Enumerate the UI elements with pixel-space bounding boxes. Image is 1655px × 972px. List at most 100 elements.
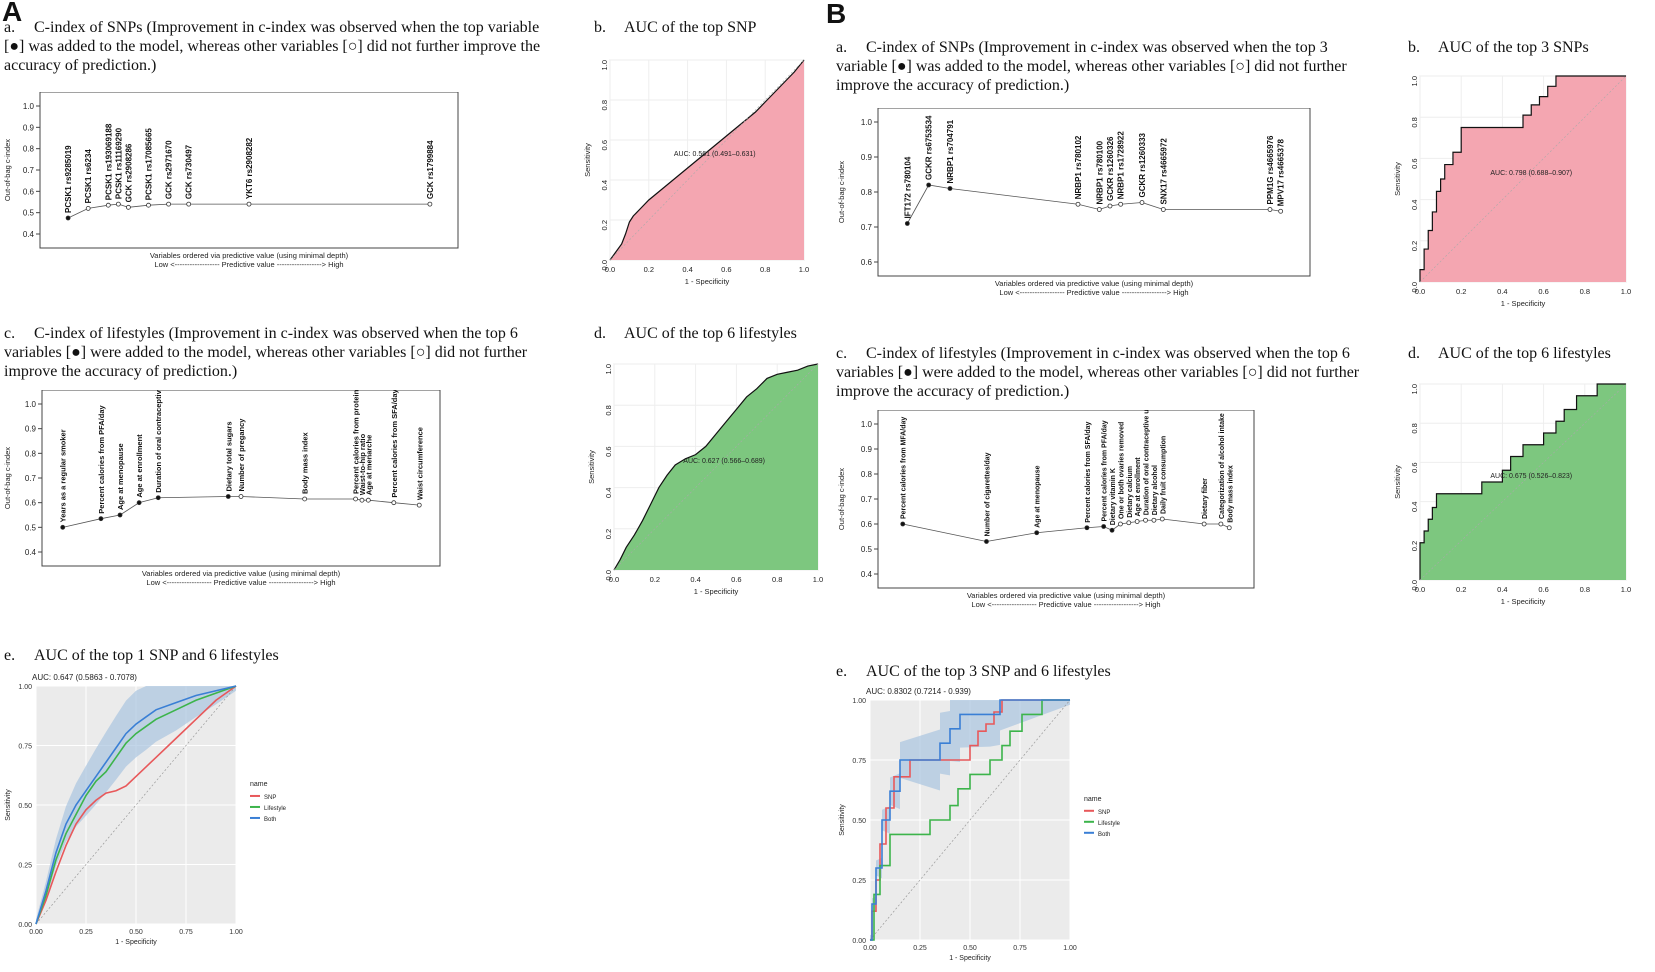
y-tick-label: 0.75 [18,744,32,751]
variable-label: Body mass index [301,431,310,494]
caption-text: AUC of the top 6 lifestyles [1438,345,1611,362]
caption-label: a. [836,39,848,56]
y-tick-label: 0.2 [1410,241,1419,251]
cindex-point [1126,520,1132,526]
x-tick-label: 0.6 [721,265,731,274]
variable-label: Body mass index [1227,465,1234,523]
x-tick-label: 0.6 [1538,287,1548,296]
x-axis-label: 1 - Specificity [115,939,157,946]
cindex-point [1134,519,1140,524]
y-tick-label: 0.25 [18,863,32,870]
cindex-point [1143,517,1148,523]
cindex-point [186,201,192,207]
cindex-point [1109,527,1115,533]
y-axis-label: Out-of-bag c-index [837,161,846,223]
y-tick-label: 0.6 [1410,158,1419,168]
y-tick-label: 0.4 [861,570,873,579]
variable-label: GCK rs2971670 [165,140,174,199]
cindex-point [1201,521,1207,527]
cindex-point [1118,201,1124,207]
y-tick-label: 0.9 [23,123,35,132]
x-axis-label: Variables ordered via predictive value (… [142,569,341,578]
x-tick-label: 0.25 [913,945,927,952]
variable-label: Age at menarche [364,435,373,495]
caption-label: d. [594,325,606,342]
y-tick-label: 0.6 [600,140,609,150]
y-tick-label: 0.9 [861,153,873,162]
variable-label: SNX17 rs4665972 [1159,138,1168,205]
legend-entry: SNP [264,795,276,801]
cindex-point [1118,521,1123,527]
y-tick-label: 0.2 [600,220,609,230]
plot-frame [877,108,1311,277]
y-tick-label: 0.00 [18,922,32,929]
cindex-point [1034,530,1040,536]
cindex-line [67,203,430,219]
x-tick-label: 0.0 [1415,585,1425,594]
y-tick-label: 0.50 [852,818,866,825]
x-axis-label: 1 - Specificity [685,277,730,286]
cindex-line [902,518,1230,542]
variable-label: MPV17 rs4665378 [1277,139,1286,207]
plot-frame [877,410,1255,589]
y-axis-label: Out-of-bag c-index [3,139,12,201]
y-tick-label: 0.8 [604,405,613,415]
cindex-line [906,184,1281,224]
cindex-point [146,202,151,208]
y-tick-label: 0.6 [861,520,873,529]
variable-label: Age at enrollment [1135,457,1142,517]
x-axis-label: 1 - Specificity [694,587,739,596]
x-tick-label: 1.0 [1621,287,1631,296]
y-axis-label: Out-of-bag c-index [837,468,846,530]
caption-label: b. [594,19,606,36]
y-tick-label: 0.00 [852,938,866,945]
diagonal-line [609,59,805,261]
variable-label: GCKR rs1260333 [1138,132,1147,197]
y-tick-label: 0.7 [25,474,37,483]
x-tick-label: 0.75 [179,929,193,936]
x-axis-label: Variables ordered via predictive value (… [967,591,1166,600]
cindex-point [391,500,397,506]
cindex-point [65,215,71,221]
caption-text: C-index of SNPs (Improvement in c-index … [4,19,541,74]
y-tick-label: 0.5 [25,523,37,532]
roc-series-both [870,699,1070,941]
auc-label: AUC: 0.798 (0.688–0.907) [1490,170,1572,177]
cindex-point [60,524,66,530]
y-tick-label: 1.0 [1410,76,1419,86]
cindex-point [166,201,172,207]
cindex-point [302,496,308,502]
chart-B-c-cindex-lifestyles: 0.4 0.5 0.6 0.7 0.8 0.9 1.0 Out-of-bag c-index V… [837,410,1255,609]
cindex-point [353,496,359,502]
y-tick-label: 0.4 [1410,502,1419,512]
caption-A-a: a. C-index of SNPs (Improvement in c-inde… [4,18,546,75]
x-axis-sublabel: Low <------------------ Predictive value… [999,288,1188,297]
y-tick-label: 0.7 [861,495,873,504]
x-tick-label: 0.8 [1580,287,1590,296]
caption-text: AUC of the top 1 SNP and 6 lifestyles [34,647,279,664]
variable-label: Dietary calcium [1127,466,1134,518]
variable-label: GCKR rs6753534 [925,115,934,180]
y-tick-label: 1.0 [600,60,609,70]
cindex-point [125,204,131,210]
caption-A-e: e. AUC of the top 1 SNP and 6 lifestyles [4,646,344,665]
y-tick-label: 1.0 [604,364,613,374]
x-tick-label: 0.2 [644,265,654,274]
x-tick-label: 0.8 [772,575,782,584]
cindex-point [117,512,123,518]
x-tick-label: 0.2 [1456,287,1466,296]
x-tick-label: 0.6 [1538,585,1548,594]
cindex-point [238,494,244,499]
cindex-point [900,521,906,527]
cindex-point [1160,207,1166,212]
cindex-point [1278,208,1284,214]
y-tick-label: 0.4 [23,230,35,239]
cindex-point [1075,201,1081,207]
cindex-point [105,202,111,208]
x-tick-label: 0.8 [760,265,770,274]
y-tick-label: 0.6 [1410,462,1419,472]
x-axis-label: 1 - Specificity [1501,597,1546,606]
chart-B-e-auc-snp-lifestyles: AUC: 0.8302 (0.7214 - 0.939) 0.00 0.25 0.50… [839,687,1121,962]
x-tick-label: 1.0 [813,575,823,584]
y-tick-label: 1.0 [861,118,873,127]
